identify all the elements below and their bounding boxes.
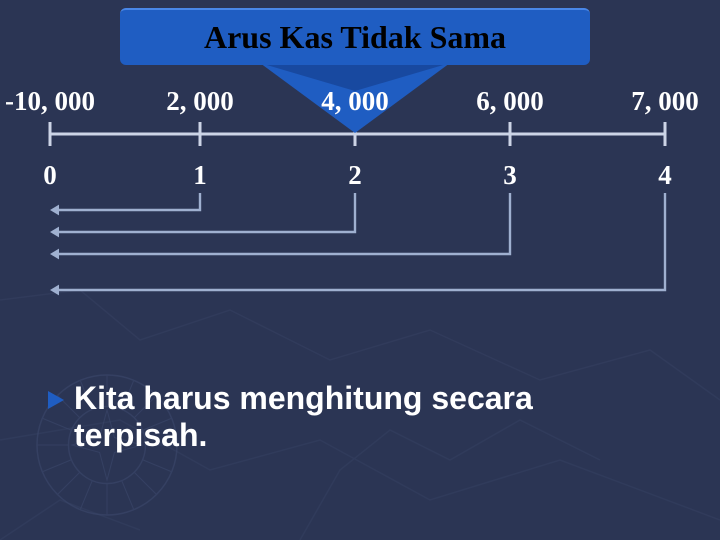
title-banner: Arus Kas Tidak Sama xyxy=(120,8,590,65)
slide: Arus Kas Tidak Sama -10, 000 0 2, 000 1 4, 00… xyxy=(0,0,720,540)
bullet-text-line1: Kita harus menghitung secara xyxy=(74,380,533,417)
cashflow-value: -10, 000 xyxy=(0,86,120,117)
period-label: 1 xyxy=(170,160,230,191)
period-label: 3 xyxy=(480,160,540,191)
discount-arrows xyxy=(50,193,665,295)
bullet-item: Kita harus menghitung secaraterpisah. xyxy=(48,380,680,454)
cashflow-value: 6, 000 xyxy=(440,86,580,117)
cashflow-value: 4, 000 xyxy=(285,86,425,117)
period-label: 2 xyxy=(325,160,385,191)
period-label: 4 xyxy=(635,160,695,191)
title-text: Arus Kas Tidak Sama xyxy=(204,19,506,56)
bullet-text-line2: terpisah. xyxy=(74,417,533,454)
period-label: 0 xyxy=(20,160,80,191)
cashflow-value: 2, 000 xyxy=(130,86,270,117)
bullet-text: Kita harus menghitung secaraterpisah. xyxy=(74,380,533,454)
bullet-triangle-icon xyxy=(48,391,64,409)
cashflow-value: 7, 000 xyxy=(595,86,720,117)
